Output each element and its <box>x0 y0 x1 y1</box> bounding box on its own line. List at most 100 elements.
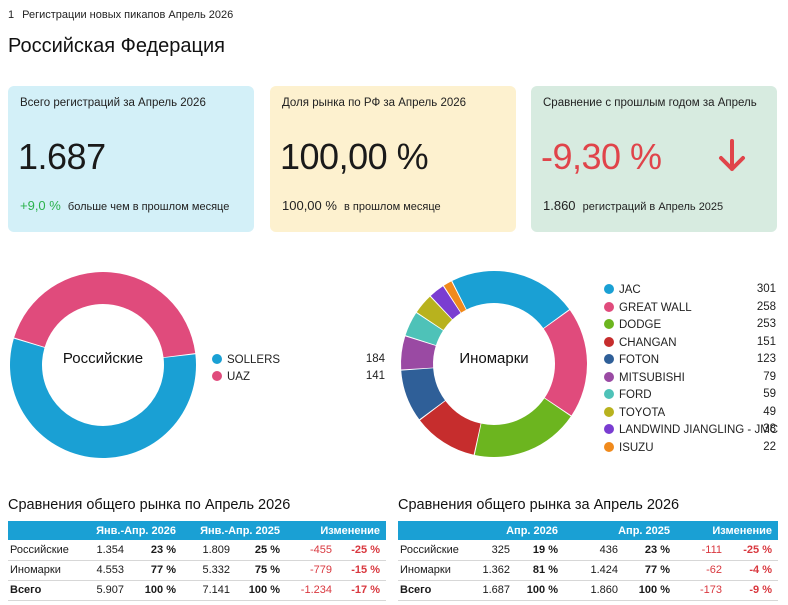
cell: 436 <box>564 540 624 561</box>
slice-toyota[interactable] <box>416 296 452 330</box>
slice-foton[interactable] <box>401 368 446 420</box>
row-label: Всего <box>398 580 470 601</box>
legend-value: 151 <box>756 335 776 348</box>
legend-item[interactable]: MITSUBISHI <box>604 371 685 385</box>
legend-label: CHANGAN <box>619 336 677 349</box>
table-row-total: Всего 5.907 100 % 7.141 100 % -1.234 -17… <box>8 580 386 601</box>
cell: -455 <box>286 540 338 561</box>
legend-value: 49 <box>763 405 776 418</box>
legend-item[interactable]: UAZ <box>212 370 250 384</box>
table-header: Апр. 2026 Апр. 2025 Изменение <box>398 521 778 540</box>
legend-item[interactable]: FORD <box>604 388 652 402</box>
column-header: Апр. 2025 <box>564 521 676 540</box>
breadcrumb: 1 Регистрации новых пикапов Апрель 2026 <box>8 9 241 21</box>
row-label: Всего <box>8 580 78 601</box>
legend-item[interactable]: DODGE <box>604 318 661 332</box>
slice-sollers[interactable] <box>10 338 197 458</box>
legend-value: 184 <box>365 353 385 365</box>
cell: 1.809 <box>182 540 236 561</box>
slice-uaz[interactable] <box>14 272 196 358</box>
month-delta-value: +9,0 % <box>20 198 61 213</box>
legend-value: 59 <box>763 388 776 400</box>
legend-color-dot <box>212 354 222 364</box>
arrow-down-icon <box>719 139 745 171</box>
cell: 1.860 <box>564 580 624 601</box>
legend-color-dot <box>604 406 614 417</box>
cell: -25 % <box>338 540 386 561</box>
page-title: Российская Федерация <box>8 35 226 57</box>
legend-value: 38 <box>763 423 776 435</box>
legend-value: 258 <box>756 300 776 313</box>
slice-dodge[interactable] <box>474 398 571 457</box>
card-footer: 1.860 регистраций в Апрель 2025 <box>543 198 723 213</box>
legend-label: SOLLERS <box>227 354 281 366</box>
column-header: Изменение <box>286 521 386 540</box>
total-registrations-value: 1.687 <box>18 136 106 177</box>
legend-item[interactable]: ISUZU <box>604 441 654 455</box>
legend-item[interactable]: TOYOTA <box>604 406 665 420</box>
cell: 25 % <box>236 540 286 561</box>
legend-color-dot <box>604 301 614 312</box>
table-header: Янв.-Апр. 2026 Янв.-Апр. 2025 Изменение <box>8 521 386 540</box>
cell: 5.332 <box>182 560 236 581</box>
legend-item[interactable]: CHANGAN <box>604 336 677 350</box>
card-title: Доля рынка по РФ за Апрель 2026 <box>282 97 467 109</box>
cell: 23 % <box>130 540 182 561</box>
cell: -1.234 <box>286 580 338 601</box>
cell: -25 % <box>728 540 778 561</box>
legend-value: 22 <box>763 440 776 453</box>
ytd-comparison-table: Янв.-Апр. 2026 Янв.-Апр. 2025 Изменение … <box>8 521 386 601</box>
cell: -17 % <box>338 580 386 601</box>
previous-year-value: 1.860 <box>543 198 576 213</box>
legend-label: FOTON <box>619 354 660 366</box>
legend-label: JAC <box>619 284 641 296</box>
previous-share-value: 100,00 % <box>282 198 337 213</box>
market-share-card: Доля рынка по РФ за Апрель 2026 100,00 %… <box>270 86 516 232</box>
year-comparison-card: Сравнение с прошлым годом за Апрель -9,3… <box>531 86 777 232</box>
slice-jac[interactable] <box>452 271 570 329</box>
card-title: Сравнение с прошлым годом за Апрель <box>543 97 757 109</box>
legend-value: 79 <box>763 370 776 383</box>
legend-item[interactable]: SOLLERS <box>212 353 280 367</box>
cell: -15 % <box>338 560 386 581</box>
column-header: Янв.-Апр. 2025 <box>182 521 286 540</box>
foreign-brands-donut <box>401 271 587 457</box>
slice-landwind-jiangling-jmc[interactable] <box>430 286 461 320</box>
slice-ford[interactable] <box>405 313 443 346</box>
legend-item[interactable]: GREAT WALL <box>604 301 692 315</box>
legend-color-dot <box>604 371 614 382</box>
column-header: Изменение <box>676 521 778 540</box>
cell: 7.141 <box>182 580 236 601</box>
slice-mitsubishi[interactable] <box>401 336 436 370</box>
legend-label: ISUZU <box>619 441 654 454</box>
table-row: Иномарки 4.553 77 % 5.332 75 % -779 -15 … <box>8 560 386 581</box>
legend-label: DODGE <box>619 319 662 331</box>
legend-item[interactable]: LANDWIND JIANGLING - JMC <box>604 423 778 437</box>
month-delta-text: больше чем в прошлом месяце <box>67 201 230 213</box>
legend-label: FORD <box>619 389 652 401</box>
cell: 77 % <box>624 560 676 581</box>
cell: 23 % <box>624 540 676 561</box>
slice-isuzu[interactable] <box>443 281 466 313</box>
total-registrations-card: Всего регистраций за Апрель 2026 1.687 +… <box>8 86 254 232</box>
cell: 325 <box>470 540 516 561</box>
column-header: Апр. 2026 <box>470 521 564 540</box>
cell: 5.907 <box>78 580 130 601</box>
legend-item[interactable]: JAC <box>604 283 641 297</box>
legend-label: TOYOTA <box>619 406 666 419</box>
row-label: Иномарки <box>398 560 470 581</box>
right-table-title: Сравнения общего рынка за Апрель 2026 <box>398 497 680 513</box>
donut-center-label: Российские <box>62 350 144 367</box>
cell: 100 % <box>624 580 676 601</box>
legend-value: 141 <box>365 370 385 382</box>
slice-changan[interactable] <box>419 400 481 455</box>
slice-great-wall[interactable] <box>543 310 587 416</box>
legend-color-dot <box>604 284 614 294</box>
cell: -9 % <box>728 580 778 601</box>
breadcrumb-number: 1 <box>8 9 15 21</box>
legend-value: 253 <box>756 318 776 330</box>
legend-item[interactable]: FOTON <box>604 353 659 367</box>
cell: 100 % <box>236 580 286 601</box>
cell: -4 % <box>728 560 778 581</box>
donut-center-label: Иномарки <box>459 350 529 367</box>
